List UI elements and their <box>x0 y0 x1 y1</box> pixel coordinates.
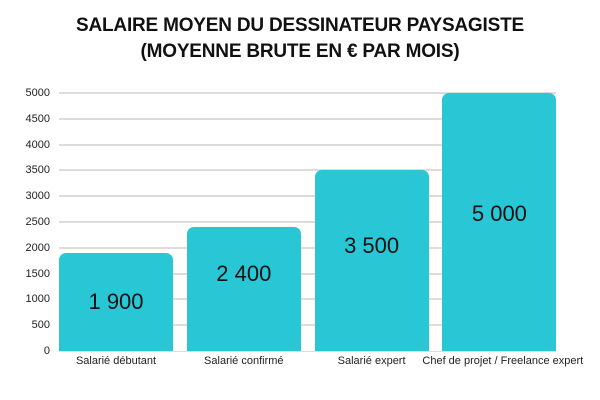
gridline <box>59 117 556 120</box>
gridline <box>59 272 556 275</box>
gridline <box>59 246 556 249</box>
chart-title-line-1: SALAIRE MOYEN DU DESSINATEUR PAYSAGISTE <box>76 15 524 36</box>
x-category-label: Chef de projet / Freelance expert <box>422 355 584 367</box>
y-tick-label: 3000 <box>25 190 50 203</box>
gridline <box>59 92 556 94</box>
y-tick-label: 2000 <box>25 241 50 254</box>
bar: 1 900 <box>59 252 173 351</box>
chart-title: SALAIRE MOYEN DU DESSINATEUR PAYSAGISTE … <box>0 13 600 65</box>
y-tick-label: 5000 <box>25 87 50 99</box>
bar-value-label: 3 500 <box>344 233 400 259</box>
x-category-label: Salarié débutant <box>75 355 157 367</box>
gridline <box>59 298 556 301</box>
bar-value-label: 2 400 <box>216 261 272 287</box>
bar-value-label: 5 000 <box>471 201 527 227</box>
bar-value-label: 1 900 <box>88 288 144 314</box>
bar: 5 000 <box>442 93 557 351</box>
chart-title-line-2: (MOYENNE BRUTE EN € PAR MOIS) <box>140 41 460 62</box>
gridline <box>59 195 556 198</box>
y-tick-label: 2500 <box>25 216 50 228</box>
gridline <box>59 221 556 223</box>
bar: 2 400 <box>186 227 301 351</box>
y-tick-label: 1500 <box>25 267 50 280</box>
bar: 3 500 <box>314 170 429 351</box>
y-tick-label: 4500 <box>25 112 50 125</box>
gridline <box>59 169 556 172</box>
x-category-label: Salarié confirmé <box>204 355 284 367</box>
gridline <box>59 324 556 327</box>
y-tick-label: 4000 <box>25 138 50 151</box>
x-axis-line <box>59 351 556 352</box>
gridline <box>59 143 556 146</box>
y-tick-label: 3500 <box>25 164 50 177</box>
y-tick-label: 500 <box>31 319 50 332</box>
x-category-label: Salarié expert <box>337 355 406 367</box>
y-tick-label: 0 <box>43 345 50 357</box>
y-tick-label: 1000 <box>25 293 50 306</box>
